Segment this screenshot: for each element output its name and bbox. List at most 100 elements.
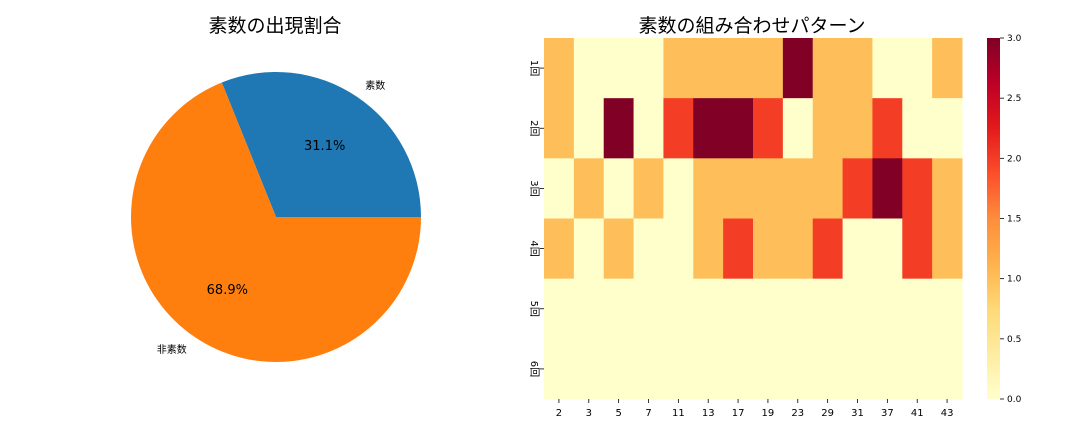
x-tick-label: 17 [732, 408, 745, 419]
heatmap-cell [932, 98, 963, 159]
heatmap-cell [723, 338, 754, 400]
y-tick-label: 3回 [528, 180, 540, 196]
heatmap-cell [812, 98, 844, 159]
x-tick-label: 43 [941, 408, 954, 419]
heatmap-x-ticks: 2 3 5 7 11 13 17 19 23 29 31 37 41 43 [556, 399, 954, 419]
x-tick-label: 13 [702, 408, 715, 419]
colorbar-ticks: 0.0 0.5 1.0 1.5 2.0 2.5 3.0 [1000, 34, 1022, 405]
heatmap-cell [633, 98, 664, 159]
colorbar-tick-label: 0.5 [1007, 335, 1021, 345]
heatmap-cell [544, 278, 575, 340]
x-tick-label: 3 [586, 408, 592, 419]
pie-pct-label: 31.1% [304, 139, 345, 154]
heatmap-cell [753, 38, 784, 99]
heatmap-cell [544, 338, 575, 400]
heatmap-cell [693, 38, 724, 99]
y-tick-label: 4回 [528, 240, 540, 256]
heatmap-cell [544, 38, 575, 99]
heatmap-cell [603, 98, 635, 159]
heatmap-cell [633, 38, 664, 99]
heatmap-cell [812, 278, 844, 340]
heatmap-cell [932, 158, 963, 219]
colorbar-tick-label: 3.0 [1007, 34, 1022, 44]
heatmap-cell [782, 98, 814, 159]
x-tick-label: 19 [762, 408, 775, 419]
heatmap-cell [842, 158, 873, 219]
x-tick-label: 7 [645, 408, 651, 419]
x-tick-label: 5 [615, 408, 621, 419]
heatmap-cell [693, 338, 724, 400]
heatmap-cell [782, 158, 814, 219]
heatmap-cell [932, 38, 963, 99]
heatmap-cell [782, 38, 814, 99]
heatmap-cell [603, 338, 635, 400]
heatmap-cell [663, 278, 694, 340]
x-tick-label: 37 [881, 408, 894, 419]
heatmap-cell [663, 338, 694, 400]
colorbar [987, 38, 1000, 399]
heatmap-cell [693, 158, 724, 219]
heatmap-cell [663, 218, 694, 280]
heatmap-cell [723, 158, 754, 219]
x-tick-label: 41 [911, 408, 924, 419]
heatmap-cell [812, 218, 844, 280]
heatmap-cell [603, 158, 635, 219]
heatmap-cell [902, 98, 933, 159]
heatmap-title: 素数の組み合わせパターン [638, 15, 865, 37]
y-tick-label: 2回 [528, 120, 540, 136]
heatmap-cell [603, 278, 635, 340]
heatmap-cell [633, 158, 664, 219]
heatmap-cell [663, 158, 694, 219]
heatmap-cell [872, 158, 903, 219]
heatmap-cell [544, 218, 575, 280]
pie-slice [131, 82, 422, 362]
heatmap-cell [693, 218, 724, 280]
heatmap-cell [603, 218, 635, 280]
heatmap-cell [932, 218, 963, 280]
heatmap-cell [663, 38, 694, 99]
heatmap-cell [872, 218, 903, 280]
x-tick-label: 11 [672, 408, 685, 419]
heatmap-cell [573, 278, 605, 340]
heatmap-cell [753, 158, 784, 219]
colorbar-tick-label: 2.0 [1007, 154, 1022, 164]
heatmap-cell [723, 38, 754, 99]
heatmap-cell [693, 278, 724, 340]
heatmap-cell [573, 38, 605, 99]
pie-slice-label: 非素数 [157, 343, 187, 356]
heatmap-cell [872, 98, 903, 159]
heatmap-cell [872, 338, 903, 400]
pie-slice-label: 素数 [365, 79, 385, 92]
heatmap-cell [723, 98, 754, 159]
heatmap-cell [842, 338, 873, 400]
x-tick-label: 31 [851, 408, 864, 419]
pie-slice [221, 71, 421, 217]
heatmap-cell [573, 98, 605, 159]
y-tick-label: 6回 [528, 361, 540, 377]
heatmap-cell [633, 338, 664, 400]
heatmap-cell [902, 38, 933, 99]
heatmap-cell [573, 218, 605, 280]
colorbar-tick-label: 1.0 [1007, 275, 1022, 285]
heatmap [544, 38, 963, 400]
heatmap-cell [753, 218, 784, 280]
x-tick-label: 23 [791, 408, 804, 419]
heatmap-cell [782, 278, 814, 340]
heatmap-cell [782, 218, 814, 280]
heatmap-cell [812, 158, 844, 219]
heatmap-cell [812, 338, 844, 400]
heatmap-cell [812, 38, 844, 99]
heatmap-cell [633, 278, 664, 340]
heatmap-cell [753, 98, 784, 159]
y-tick-label: 1回 [528, 60, 540, 76]
heatmap-cell [842, 38, 873, 99]
heatmap-cell [902, 278, 933, 340]
heatmap-cell [872, 278, 903, 340]
heatmap-cell [573, 338, 605, 400]
heatmap-cell [782, 338, 814, 400]
heatmap-y-ticks: 1回 2回 3回 4回 5回 6回 [528, 60, 544, 377]
heatmap-cell [663, 98, 694, 159]
pie-chart: 31.1% 素数 68.9% 非素数 [131, 71, 422, 362]
heatmap-cell [633, 218, 664, 280]
